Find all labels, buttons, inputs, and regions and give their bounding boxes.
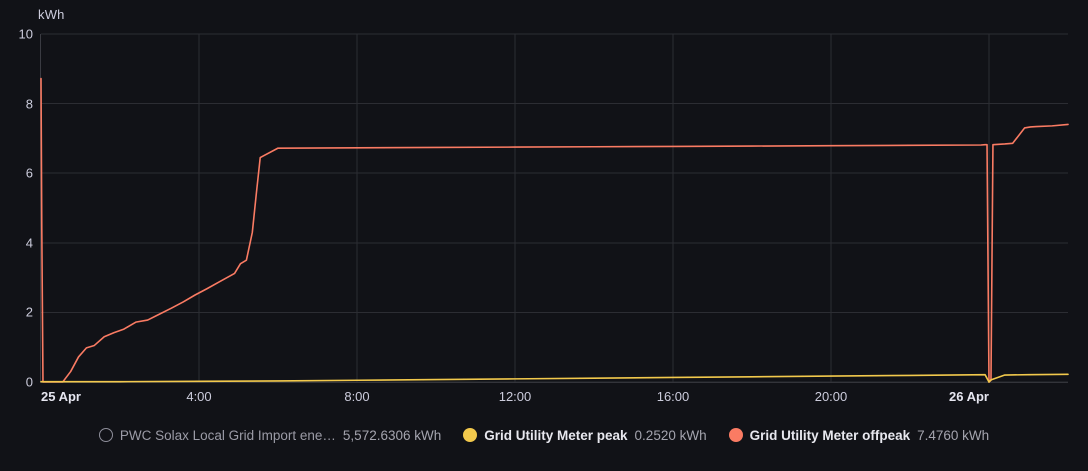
- x-axis-tick-label: 25 Apr: [41, 389, 81, 404]
- y-axis-line: [40, 34, 41, 383]
- chart-plot-area: [40, 33, 1069, 383]
- chart-gridlines: [41, 33, 1068, 383]
- series-line: [40, 373, 1069, 383]
- legend-item[interactable]: Grid Utility Meter peak 0.2520 kWh: [463, 427, 707, 443]
- y-axis-tick-label: 10: [18, 26, 33, 42]
- y-axis-tick-label: 0: [25, 374, 33, 390]
- x-axis-tick-label: 26 Apr: [949, 389, 989, 404]
- legend-series-value: 5,572.6306 kWh: [342, 427, 442, 443]
- x-axis-tick-label: 20:00: [814, 389, 848, 404]
- chart-legend: PWC Solax Local Grid Import ene… 5,572.63…: [0, 418, 1088, 452]
- legend-series-name: Grid Utility Meter peak: [484, 427, 628, 443]
- legend-item[interactable]: Grid Utility Meter offpeak 7.4760 kWh: [728, 427, 990, 443]
- x-axis-tick-label: 8:00: [344, 389, 370, 404]
- legend-series-name: PWC Solax Local Grid Import ene…: [119, 427, 336, 443]
- x-axis-tick-label: 4:00: [186, 389, 212, 404]
- series-swatch-hollow-icon[interactable]: [98, 428, 113, 442]
- series-swatch-icon[interactable]: [728, 428, 743, 442]
- y-axis-tick-label: 6: [25, 165, 33, 181]
- y-axis-tick-label: 4: [25, 235, 33, 251]
- legend-series-value: 0.2520 kWh: [634, 427, 707, 443]
- x-axis-tick-label: 16:00: [656, 389, 690, 404]
- chart-series-group: [40, 77, 1069, 383]
- y-axis-tick-label: 8: [25, 96, 33, 112]
- y-axis-unit-label: kWh: [38, 7, 65, 22]
- y-axis-tick-label: 2: [25, 304, 33, 320]
- legend-item[interactable]: PWC Solax Local Grid Import ene… 5,572.63…: [98, 427, 442, 443]
- series-swatch-icon[interactable]: [463, 428, 478, 442]
- x-axis-tick-label: 12:00: [498, 389, 532, 404]
- legend-series-value: 7.4760 kWh: [917, 427, 990, 443]
- series-line: [40, 77, 1069, 383]
- legend-series-name: Grid Utility Meter offpeak: [749, 427, 911, 443]
